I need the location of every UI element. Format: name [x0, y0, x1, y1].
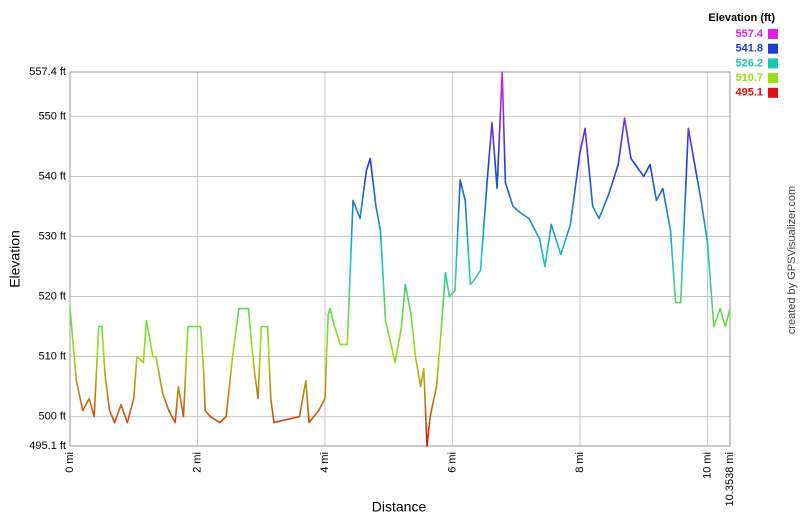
legend-swatch: [768, 87, 778, 98]
y-tick-label: 495.1 ft: [29, 440, 66, 452]
x-tick-label: 4 mi: [319, 452, 331, 473]
y-tick-label: 557.4 ft: [29, 66, 66, 78]
x-tick-label: 10 mi: [701, 452, 713, 479]
legend-swatch: [768, 73, 778, 84]
x-tick-label: 0 mi: [64, 452, 76, 473]
legend-title: Elevation (ft): [708, 12, 775, 24]
elevation-line: [69, 71, 731, 447]
y-tick-label: 520 ft: [38, 290, 66, 302]
x-tick-label: 2 mi: [191, 452, 203, 473]
legend-swatch: [768, 29, 778, 39]
y-tick-label: 530 ft: [38, 230, 66, 242]
x-tick-label: 8 mi: [574, 452, 586, 473]
y-tick-label: 500 ft: [38, 410, 66, 422]
y-tick-label: 510 ft: [38, 350, 66, 362]
legend-value: 495.1: [735, 87, 763, 99]
plot-border: [69, 71, 731, 447]
x-axis-title: Distance: [372, 499, 427, 515]
y-tick-label: 540 ft: [38, 170, 66, 182]
legend-swatch: [768, 58, 778, 69]
legend-value: 557.4: [735, 28, 763, 40]
x-tick-label: 6 mi: [446, 452, 458, 473]
credit: created by GPSVisualizer.com: [786, 186, 798, 334]
legend-value: 510.7: [735, 72, 763, 84]
legend-value: 526.2: [735, 57, 763, 69]
legend-swatch: [768, 43, 778, 54]
x-tick-label: 10.3538 mi: [724, 452, 736, 506]
y-tick-label: 550 ft: [38, 110, 66, 122]
y-axis-title: Elevation: [7, 230, 23, 288]
legend-value: 541.8: [735, 43, 763, 55]
